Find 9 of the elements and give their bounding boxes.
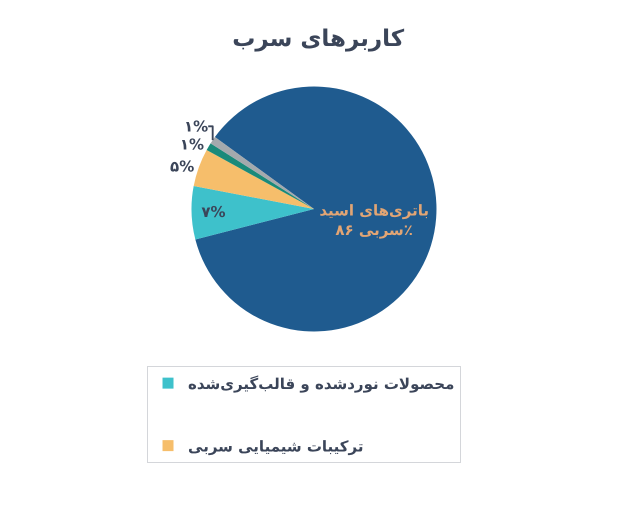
data-label: ۵% bbox=[170, 157, 194, 176]
legend-label: ترکیبات شیمیایی سربی bbox=[188, 437, 364, 456]
data-label: ۷% bbox=[201, 203, 226, 222]
pie-slice bbox=[192, 186, 314, 240]
data-label: ۱% bbox=[180, 135, 204, 154]
chart-title: کاربرهای سرب bbox=[232, 26, 405, 52]
data-label: باتری‌های اسید سربی ۸۶٪ bbox=[319, 202, 429, 240]
data-label: ۱% bbox=[184, 117, 208, 136]
legend-label: محصولات نوردشده و قالب‌گیری‌شده bbox=[188, 374, 454, 393]
